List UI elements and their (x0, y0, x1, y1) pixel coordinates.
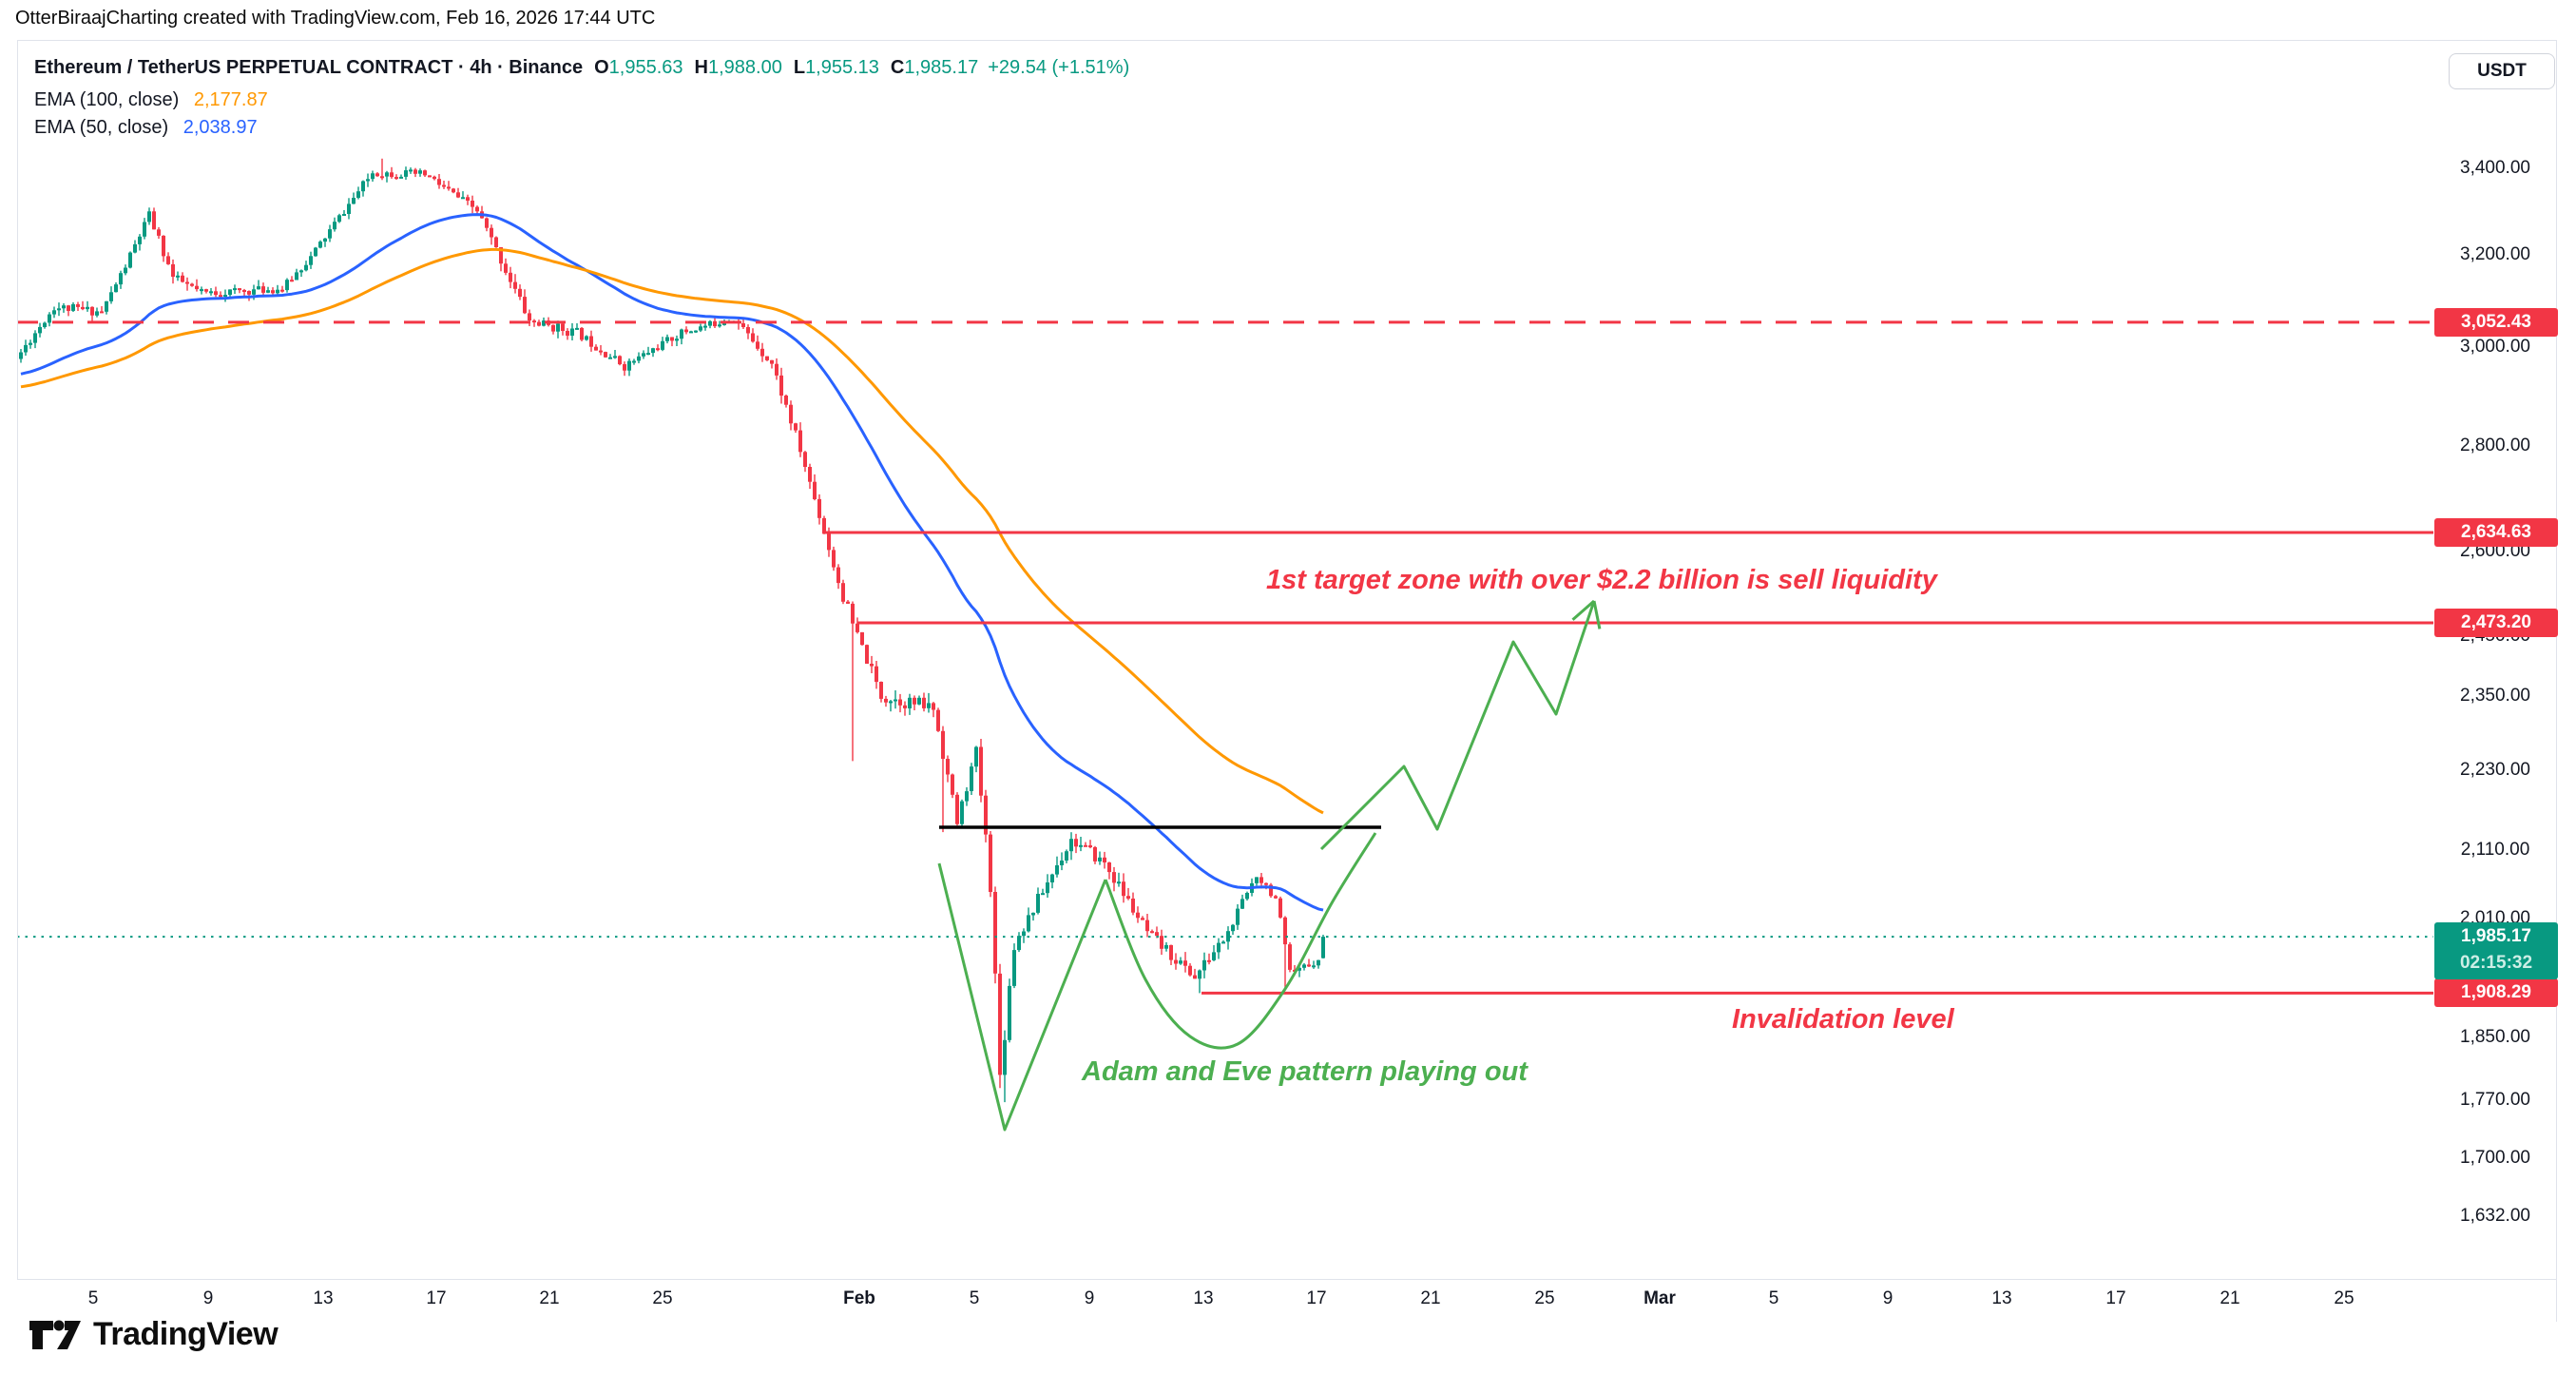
time-tick: 21 (1420, 1288, 1441, 1308)
time-tick: Feb (843, 1288, 875, 1308)
ema100-value: 2,177.87 (193, 89, 268, 110)
symbol-title[interactable]: Ethereum / TetherUS PERPETUAL CONTRACT ·… (34, 57, 584, 78)
price-tick: 2,350.00 (2460, 686, 2530, 706)
time-tick: 21 (2220, 1288, 2240, 1308)
time-tick: 9 (1084, 1288, 1095, 1308)
time-axis[interactable]: 5 9 13 17 21 25 Feb 5 9 13 17 21 25 Mar 5 9 13 17 21 25 (0, 1279, 2576, 1323)
price-tick: 3,200.00 (2460, 244, 2530, 264)
ema100-legend-row[interactable]: EMA (100, close) 2,177.87 (34, 89, 1129, 111)
time-tick: 25 (2334, 1288, 2355, 1308)
price-tick: 2,110.00 (2460, 840, 2530, 860)
price-level-label: 2,473.20 (2434, 609, 2558, 637)
time-tick: 5 (969, 1288, 980, 1308)
ema100-label[interactable]: EMA (100, close) (34, 89, 180, 110)
price-level-label: 1,908.29 (2434, 978, 2558, 1007)
price-tick: 2,800.00 (2460, 436, 2530, 455)
price-level-label: 2,634.63 (2434, 518, 2558, 547)
time-tick: 5 (1768, 1288, 1779, 1308)
high-value: 1,988.00 (707, 57, 782, 78)
time-tick: 25 (652, 1288, 673, 1308)
open-value: 1,955.63 (608, 57, 683, 78)
time-tick: 17 (426, 1288, 447, 1308)
change-value: +29.54 (+1.51%) (988, 57, 1130, 78)
time-tick: 9 (202, 1288, 214, 1308)
price-tick: 1,850.00 (2460, 1027, 2530, 1047)
ema50-label[interactable]: EMA (50, close) (34, 117, 169, 138)
ema50-value: 2,038.97 (183, 117, 258, 138)
time-tick: 25 (1534, 1288, 1555, 1308)
time-tick: 17 (2105, 1288, 2126, 1308)
annotation-invalidation[interactable]: Invalidation level (1732, 1004, 1954, 1035)
time-tick: 21 (539, 1288, 560, 1308)
time-tick: 5 (87, 1288, 99, 1308)
price-tick: 3,000.00 (2460, 337, 2530, 357)
low-value: 1,955.13 (805, 57, 879, 78)
price-axis[interactable]: 3,400.00 3,200.00 3,000.00 2,800.00 2,600.00… (2433, 40, 2563, 1279)
low-label: L (793, 57, 806, 78)
annotation-pattern[interactable]: Adam and Eve pattern playing out (1082, 1056, 1528, 1087)
chart-top-border (17, 40, 2557, 41)
price-tick: 1,632.00 (2460, 1206, 2530, 1226)
time-tick: 13 (1991, 1288, 2012, 1308)
time-tick: 13 (1193, 1288, 1214, 1308)
tradingview-logo[interactable]: TradingView (29, 1316, 279, 1353)
ema50-legend-row[interactable]: EMA (50, close) 2,038.97 (34, 117, 1129, 139)
bar-countdown: 02:15:32 (2459, 953, 2533, 973)
time-axis-separator (17, 1279, 2557, 1280)
time-tick: 13 (313, 1288, 334, 1308)
price-level-label: 3,052.43 (2434, 308, 2558, 337)
time-tick: 9 (1882, 1288, 1894, 1308)
chart-legend: Ethereum / TetherUS PERPETUAL CONTRACT ·… (34, 57, 1129, 139)
time-tick: Mar (1644, 1288, 1676, 1308)
price-tick: 3,400.00 (2460, 158, 2530, 178)
close-value: 1,985.17 (904, 57, 979, 78)
open-label: O (594, 57, 609, 78)
currency-toggle-button[interactable]: USDT (2449, 53, 2555, 89)
last-price-value: 1,985.17 (2461, 926, 2531, 946)
time-tick: 17 (1306, 1288, 1327, 1308)
chart-left-border (17, 40, 18, 1279)
attribution-bar: OtterBiraajCharting created with Trading… (15, 8, 656, 29)
high-label: H (694, 57, 708, 78)
annotation-target-zone[interactable]: 1st target zone with over $2.2 billion i… (1266, 565, 1937, 595)
last-price-label: 1,985.17 02:15:32 (2434, 922, 2558, 979)
price-tick: 1,770.00 (2460, 1090, 2530, 1110)
price-tick: 2,230.00 (2460, 760, 2530, 780)
chart-right-border (2556, 40, 2557, 1322)
tradingview-logo-text: TradingView (93, 1316, 279, 1352)
price-tick: 1,700.00 (2460, 1148, 2530, 1168)
tradingview-logo-icon (29, 1320, 81, 1349)
close-label: C (890, 57, 905, 78)
symbol-header[interactable]: Ethereum / TetherUS PERPETUAL CONTRACT ·… (34, 57, 1129, 79)
